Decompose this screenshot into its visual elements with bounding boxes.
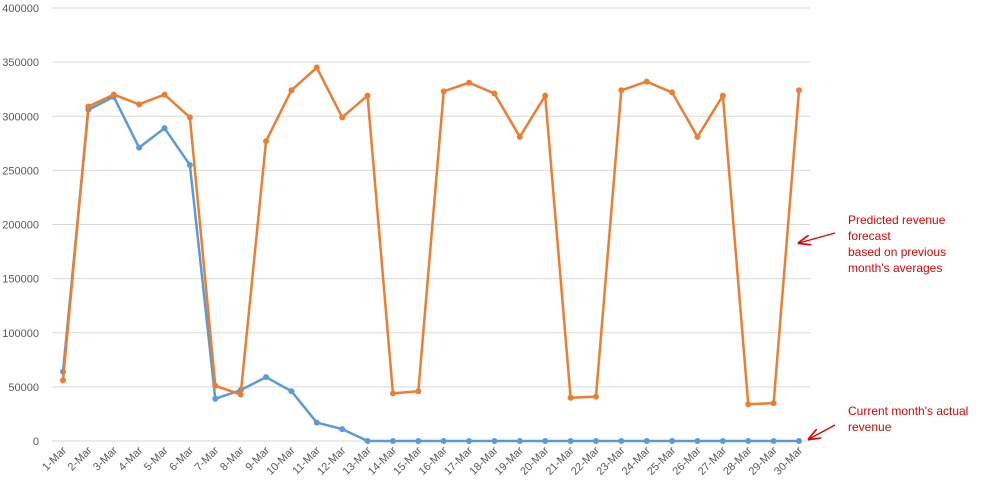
data-point	[592, 393, 599, 400]
annotation: revenue	[848, 420, 892, 434]
data-point	[745, 401, 752, 408]
data-point	[136, 144, 143, 151]
data-point	[542, 438, 549, 444]
x-tick-label: 10-Mar	[264, 444, 297, 477]
y-tick-label: 150000	[2, 274, 39, 286]
y-tick-label: 100000	[2, 328, 39, 340]
data-point	[161, 125, 168, 132]
data-point	[745, 438, 752, 444]
series-line	[61, 66, 801, 406]
data-point	[237, 391, 244, 398]
data-point	[466, 438, 473, 444]
data-point	[110, 91, 117, 98]
data-point	[567, 394, 574, 401]
x-tick-label: 2-Mar	[66, 444, 95, 473]
data-point	[592, 438, 599, 444]
annotation-arrow	[799, 232, 836, 243]
x-tick-label: 4-Mar	[116, 444, 145, 473]
data-point	[643, 78, 650, 85]
data-point	[694, 438, 701, 444]
data-point	[288, 87, 295, 94]
data-point	[389, 390, 396, 397]
data-point	[263, 374, 270, 381]
annotation: Current month's actual	[848, 404, 968, 418]
data-point	[364, 92, 371, 99]
data-point	[796, 438, 802, 444]
annotation: forecast	[848, 229, 891, 243]
data-point	[567, 438, 574, 444]
x-tick-label: 30-Mar	[772, 444, 805, 477]
data-point	[491, 438, 498, 444]
x-tick-label: 5-Mar	[142, 444, 171, 473]
x-tick-label: 3-Mar	[91, 444, 120, 473]
data-point	[719, 92, 726, 99]
x-tick-label: 6-Mar	[167, 444, 196, 473]
y-tick-label: 0	[33, 436, 39, 448]
data-point	[212, 395, 219, 402]
annotation: based on previous	[848, 245, 946, 259]
data-point	[796, 87, 802, 94]
x-tick-label: 1-Mar	[40, 444, 69, 473]
annotation: Predicted revenue	[848, 213, 946, 227]
data-point	[694, 133, 701, 140]
data-point	[263, 138, 270, 145]
data-point	[288, 388, 295, 395]
data-point	[440, 88, 447, 95]
data-point	[136, 101, 143, 108]
data-point	[415, 438, 422, 444]
data-point	[719, 438, 726, 444]
data-point	[186, 161, 193, 168]
data-point	[466, 79, 473, 86]
y-tick-label: 200000	[2, 220, 39, 232]
data-point	[770, 438, 777, 444]
y-tick-label: 400000	[2, 3, 39, 15]
data-point	[669, 438, 676, 444]
data-point	[618, 87, 625, 94]
data-point	[85, 103, 92, 110]
data-point	[516, 438, 523, 444]
y-tick-label: 250000	[2, 165, 39, 177]
data-point	[643, 438, 650, 444]
data-point	[618, 438, 625, 444]
data-point	[339, 114, 346, 121]
y-tick-label: 50000	[8, 382, 39, 394]
data-point	[364, 438, 371, 444]
data-point	[516, 133, 523, 140]
data-point	[161, 91, 168, 98]
annotation: month's averages	[848, 261, 942, 275]
data-point	[389, 438, 396, 444]
data-point	[770, 400, 777, 407]
data-point	[491, 90, 498, 97]
data-point	[415, 388, 422, 395]
data-point	[212, 382, 219, 389]
data-point	[440, 438, 447, 444]
data-point	[186, 114, 193, 121]
x-tick-label: 8-Mar	[218, 444, 247, 473]
x-tick-label: 7-Mar	[193, 444, 222, 473]
y-tick-label: 350000	[2, 57, 39, 69]
series-line	[61, 95, 799, 443]
data-point	[542, 92, 549, 99]
data-point	[339, 426, 346, 433]
y-tick-label: 300000	[2, 111, 39, 123]
data-point	[669, 89, 676, 96]
data-point	[313, 419, 320, 426]
annotation-arrow	[809, 424, 836, 439]
data-point	[313, 64, 320, 71]
data-point	[60, 377, 66, 384]
